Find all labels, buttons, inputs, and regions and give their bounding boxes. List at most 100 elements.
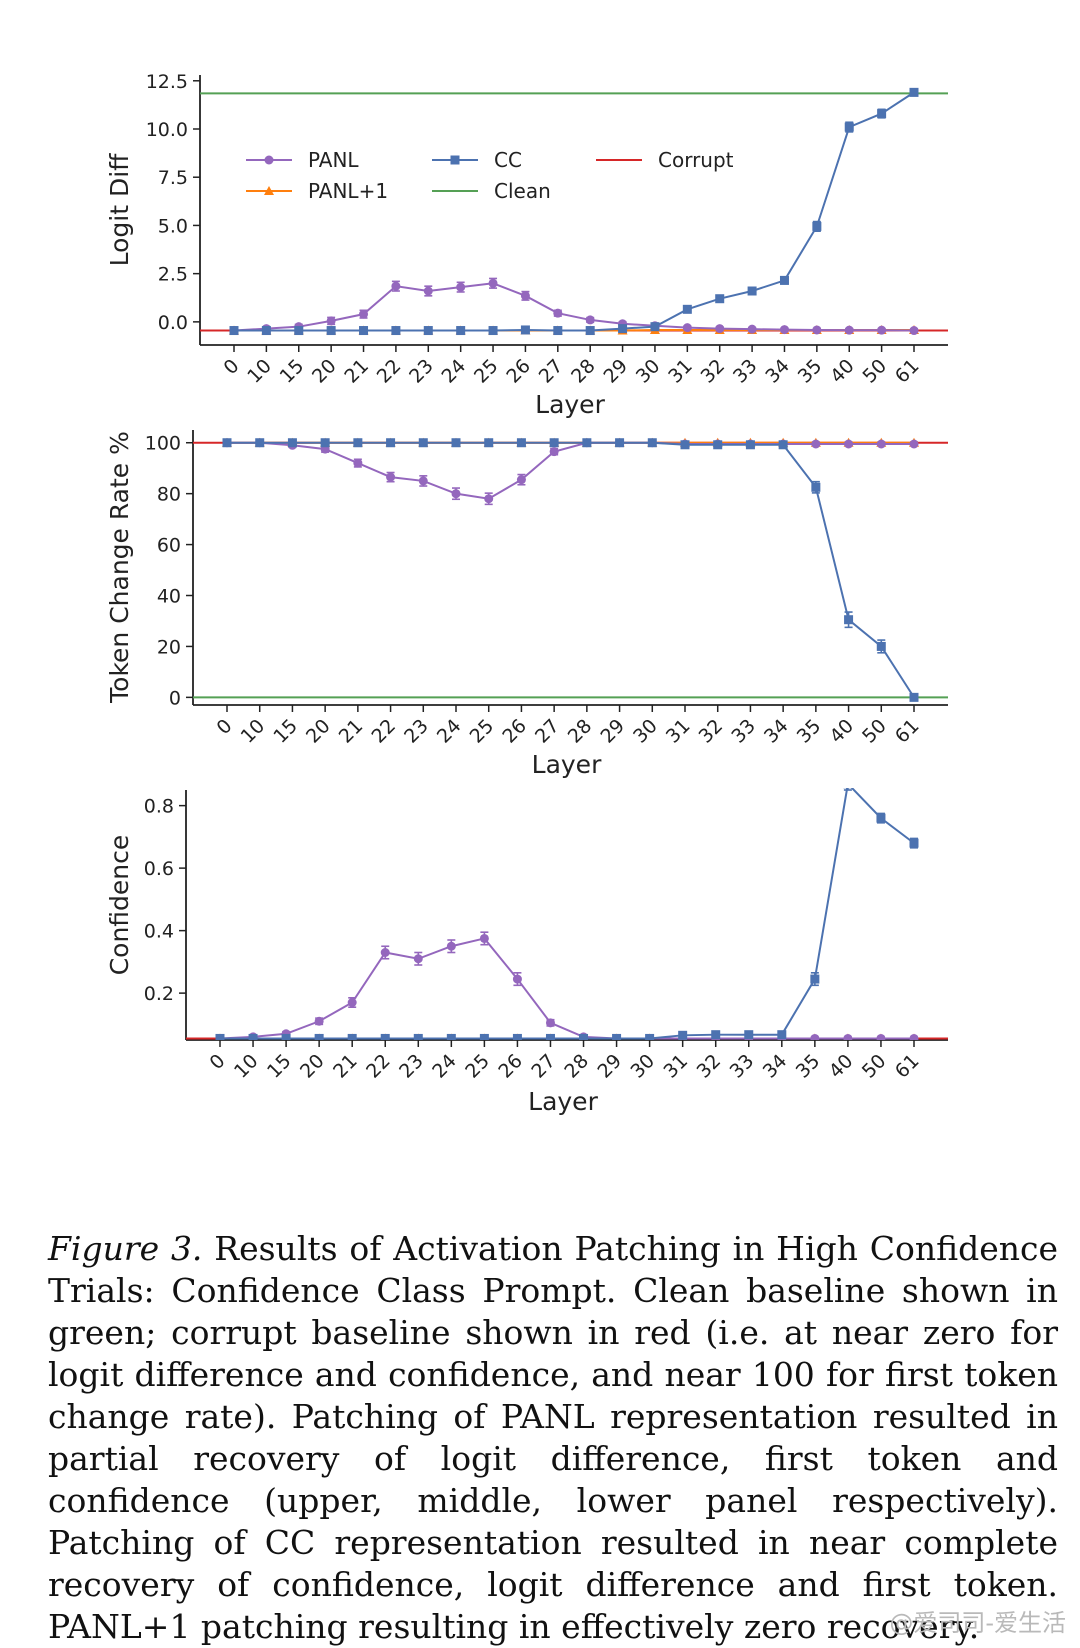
data-point	[680, 440, 690, 450]
x-tick-label: 30	[626, 1050, 659, 1083]
data-point	[779, 325, 789, 335]
x-tick-label: 10	[237, 715, 270, 748]
data-point	[255, 438, 265, 448]
x-tick-label: 25	[466, 715, 499, 748]
data-point	[876, 641, 886, 651]
x-tick-label: 21	[340, 355, 373, 388]
data-point	[512, 974, 522, 984]
data-point	[222, 438, 232, 448]
data-point	[585, 315, 595, 325]
legend-label: Corrupt	[658, 148, 734, 172]
x-tick-label: 0	[205, 1050, 229, 1074]
x-tick-label: 20	[308, 355, 341, 388]
y-axis-label: Token Change Rate %	[105, 431, 134, 704]
data-point	[909, 439, 919, 449]
data-point	[876, 1033, 886, 1040]
legend-label: PANL+1	[308, 179, 388, 203]
y-tick-label: 0	[169, 687, 181, 709]
data-point	[647, 438, 657, 448]
x-tick-label: 28	[564, 715, 597, 748]
data-point	[479, 933, 489, 943]
data-point	[359, 309, 369, 319]
data-point	[612, 1033, 622, 1040]
figure-caption: Figure 3. Results of Activation Patching…	[48, 1228, 1058, 1648]
x-tick-label: 40	[825, 1050, 858, 1083]
data-point	[553, 308, 563, 318]
data-point	[215, 1033, 225, 1040]
data-point	[545, 1033, 555, 1040]
data-point	[909, 326, 919, 336]
data-point	[391, 281, 401, 291]
data-point	[456, 282, 466, 292]
y-tick-label: 0.6	[144, 858, 174, 880]
x-axis-label: Layer	[535, 390, 605, 419]
x-tick-label: 20	[296, 1050, 329, 1083]
data-point	[909, 838, 919, 848]
data-point	[488, 278, 498, 288]
data-point	[843, 788, 853, 789]
x-tick-label: 22	[367, 715, 400, 748]
series-cc	[215, 788, 919, 1040]
data-point	[314, 1033, 324, 1040]
data-point	[451, 489, 461, 499]
x-tick-label: 10	[243, 355, 276, 388]
x-tick-label: 31	[660, 1050, 693, 1083]
panel-3: 0.20.40.60.80 10 15 20 21 22 23 24 25 26 27 28 29 30 3…	[105, 788, 948, 1116]
data-point	[549, 447, 559, 457]
legend-entry-panl: PANL	[246, 148, 359, 172]
x-tick-label: 50	[858, 715, 891, 748]
data-point	[281, 1033, 291, 1040]
data-point	[484, 494, 494, 504]
legend-entry-corrupt: Corrupt	[596, 148, 734, 172]
data-point	[418, 438, 428, 448]
plot-area	[193, 437, 948, 702]
x-tick-label: 10	[230, 1050, 263, 1083]
data-point	[386, 438, 396, 448]
data-point	[909, 1033, 919, 1040]
data-point	[423, 286, 433, 296]
x-tick-label: 22	[373, 355, 406, 388]
y-tick-label: 12.5	[146, 71, 188, 93]
series-line	[220, 788, 915, 1040]
x-tick-label: 22	[362, 1050, 395, 1083]
data-point	[747, 324, 757, 334]
data-point	[413, 954, 423, 964]
data-point	[777, 1030, 787, 1040]
y-tick-label: 20	[157, 636, 181, 658]
data-point	[810, 1033, 820, 1040]
data-point	[446, 941, 456, 951]
x-tick-label: 35	[793, 715, 826, 748]
data-point	[715, 324, 725, 334]
x-tick-label: 34	[759, 1050, 792, 1083]
data-point	[451, 438, 461, 448]
y-tick-label: 7.5	[158, 167, 188, 189]
x-tick-label: 15	[276, 355, 309, 388]
data-point	[877, 325, 887, 335]
x-tick-label: 26	[502, 355, 535, 388]
data-point	[484, 438, 494, 448]
x-tick-label: 35	[794, 355, 827, 388]
data-point	[812, 325, 822, 335]
x-tick-label: 33	[726, 1050, 759, 1083]
y-tick-label: 0.0	[158, 312, 188, 334]
x-tick-label: 33	[729, 355, 762, 388]
x-tick-label: 28	[560, 1050, 593, 1083]
data-point	[877, 109, 887, 119]
data-point	[512, 1033, 522, 1040]
data-point	[347, 998, 357, 1007]
x-tick-label: 24	[428, 1050, 461, 1083]
data-point	[779, 275, 789, 285]
plot-area	[186, 788, 948, 1040]
y-tick-label: 40	[157, 586, 181, 608]
data-point	[876, 813, 886, 823]
x-tick-label: 30	[629, 715, 662, 748]
x-tick-label: 0	[219, 355, 243, 379]
data-point	[380, 1033, 390, 1040]
x-tick-label: 61	[891, 715, 924, 748]
x-tick-label: 30	[632, 355, 665, 388]
data-point	[248, 1033, 258, 1040]
legend-marker	[264, 186, 274, 195]
data-point	[812, 221, 822, 231]
legend-entry-cc: CC	[432, 148, 522, 172]
